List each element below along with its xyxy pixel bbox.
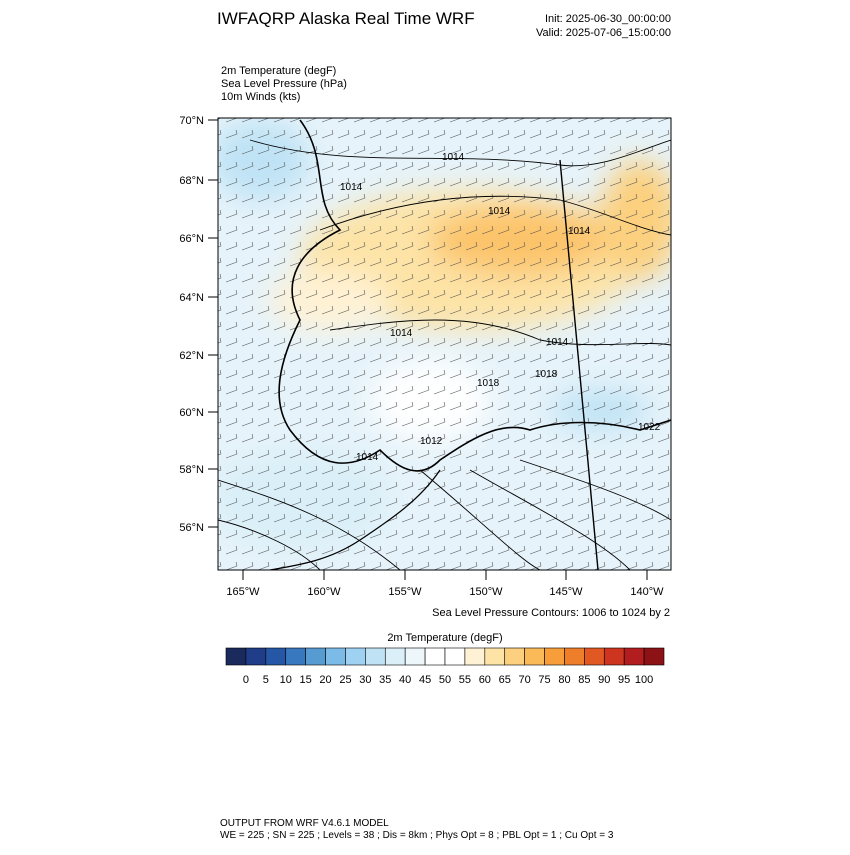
lon-label: 145°W: [549, 586, 583, 598]
colorbar-box: [225, 647, 247, 666]
contour-label: 1014: [356, 452, 379, 463]
lon-label: 140°W: [630, 586, 664, 598]
colorbar-box: [345, 647, 366, 666]
colorbar-label: 55: [459, 674, 471, 686]
lat-axis: 70°N 68°N 66°N 64°N 62°N 60°N 58°N 56°N: [179, 115, 218, 534]
colorbar-box: [305, 647, 326, 666]
lat-label: 60°N: [179, 407, 204, 419]
map-frame: [217, 117, 672, 571]
colorbar-label: 10: [280, 674, 292, 686]
colorbar-box: [603, 647, 625, 666]
colorbar-label: 50: [439, 674, 451, 686]
colorbar-label: 0: [243, 674, 249, 686]
lat-label: 58°N: [179, 464, 204, 476]
lat-label: 66°N: [179, 233, 204, 245]
colorbar-label: 15: [300, 674, 312, 686]
colorbar-label: 35: [379, 674, 391, 686]
lat-label: 56°N: [179, 522, 204, 534]
colorbar-box: [544, 647, 565, 666]
contour-label: 1018: [477, 378, 500, 389]
field-label: 2m Temperature (degF): [221, 65, 336, 77]
lat-label: 64°N: [179, 292, 204, 304]
colorbar-title: 2m Temperature (degF): [387, 632, 502, 644]
contour-label: 1018: [535, 369, 558, 380]
colorbar-box: [404, 647, 426, 666]
lon-label: 160°W: [307, 586, 341, 598]
contour-label: 1022: [638, 422, 661, 433]
contour-label: 1014: [340, 182, 363, 193]
colorbar-label: 95: [618, 674, 630, 686]
colorbar-label: 80: [558, 674, 570, 686]
colorbar-box: [365, 647, 386, 666]
colorbar-label: 65: [499, 674, 511, 686]
contour-label: 1014: [546, 337, 569, 348]
colorbar-label: 100: [635, 674, 653, 686]
colorbar-box: [464, 647, 486, 666]
colorbar-box: [245, 647, 267, 666]
colorbar-label: 25: [339, 674, 351, 686]
colorbar-box: [504, 647, 525, 666]
colorbar-label: 45: [419, 674, 431, 686]
lon-axis: 165°W 160°W 155°W 150°W 145°W 140°W: [226, 570, 664, 598]
colorbar-box: [643, 647, 665, 666]
colorbar-label: 85: [578, 674, 590, 686]
contour-label: 1012: [420, 436, 443, 447]
init-time: Init: 2025-06-30_00:00:00: [545, 13, 671, 25]
colorbar-box: [484, 647, 506, 666]
footer-line: OUTPUT FROM WRF V4.6.1 MODEL: [220, 818, 389, 829]
colorbar-label: 60: [479, 674, 491, 686]
colorbar-box: [444, 647, 466, 666]
map-field: [218, 118, 671, 570]
field-label: Sea Level Pressure (hPa): [221, 78, 347, 90]
valid-time: Valid: 2025-07-06_15:00:00: [536, 27, 671, 39]
contour-labels: 1014 1014 1014 1014 1014 1014 1018 1018 …: [340, 152, 661, 463]
colorbar-box: [285, 647, 306, 666]
lon-label: 165°W: [226, 586, 260, 598]
colorbar-box: [384, 647, 406, 666]
colorbar-box: [524, 647, 545, 666]
colorbar-box: [564, 647, 585, 666]
colorbar-box: [424, 647, 446, 666]
contour-label: 1014: [390, 328, 413, 339]
colorbar-label: 30: [359, 674, 371, 686]
footer-line: WE = 225 ; SN = 225 ; Levels = 38 ; Dis …: [220, 830, 614, 841]
field-label: 10m Winds (kts): [221, 91, 300, 103]
contour-label: 1014: [568, 226, 591, 237]
colorbar-box: [265, 647, 287, 666]
contour-label: 1014: [442, 152, 465, 163]
colorbar-box: [325, 647, 346, 666]
colorbar-label: 90: [598, 674, 610, 686]
colorbar-label: 5: [263, 674, 269, 686]
colorbar-label: 75: [538, 674, 550, 686]
colorbar-label: 20: [319, 674, 331, 686]
lon-label: 155°W: [388, 586, 422, 598]
colorbar-box: [584, 647, 605, 666]
colorbar: 0 5 10 15 20 25 30 35 40 45 50 55 60 65 70 75 80 85 90 95 10…: [225, 647, 665, 686]
title: IWFAQRP Alaska Real Time WRF: [217, 9, 475, 28]
colorbar-label: 70: [519, 674, 531, 686]
lat-label: 62°N: [179, 350, 204, 362]
lon-label: 150°W: [469, 586, 503, 598]
lat-label: 68°N: [179, 175, 204, 187]
lat-label: 70°N: [179, 115, 204, 127]
colorbar-box: [623, 647, 645, 666]
contour-note: Sea Level Pressure Contours: 1006 to 102…: [432, 607, 670, 619]
contour-label: 1014: [488, 206, 511, 217]
colorbar-label: 40: [399, 674, 411, 686]
